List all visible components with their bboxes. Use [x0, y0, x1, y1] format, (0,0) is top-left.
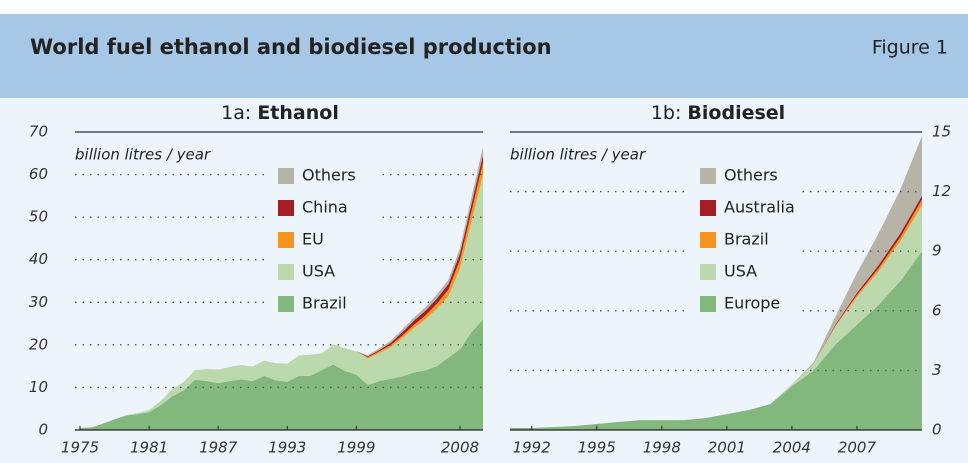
x-tick-label: 2004 — [773, 439, 811, 457]
legend-swatch — [278, 232, 294, 248]
x-tick-label: 1981 — [130, 439, 168, 457]
y-tick-label: 6 — [932, 301, 942, 319]
x-tick-label: 1987 — [199, 439, 238, 457]
y-tick-label: 70 — [29, 123, 48, 141]
x-tick-label: 1998 — [643, 439, 681, 457]
x-tick-label: 1992 — [513, 439, 551, 457]
legend-swatch — [700, 168, 716, 184]
legend-label: Europe — [724, 294, 780, 313]
y-tick-label: 0 — [38, 421, 48, 439]
legend-swatch — [278, 168, 294, 184]
legend-swatch — [278, 264, 294, 280]
panel-title: 1a: Ethanol — [221, 102, 339, 124]
legend-swatch — [278, 296, 294, 312]
y-tick-label: 60 — [29, 165, 48, 183]
x-tick-label: 1993 — [268, 439, 306, 457]
panel-number: 1b: — [651, 102, 682, 124]
x-tick-label: 2008 — [441, 439, 479, 457]
legend-swatch — [700, 296, 716, 312]
legend-label: China — [302, 198, 348, 217]
y-tick-label: 12 — [932, 182, 951, 200]
area — [80, 174, 483, 428]
y-axis-label: billion litres / year — [75, 146, 211, 164]
legend-label: Others — [724, 166, 778, 185]
x-tick-label: 2007 — [838, 439, 877, 457]
x-tick-label: 1999 — [337, 439, 375, 457]
legend-label: EU — [302, 230, 324, 249]
figure-title: World fuel ethanol and biodiesel product… — [30, 35, 552, 59]
y-tick-label: 10 — [29, 378, 48, 396]
y-tick-label: 20 — [29, 335, 48, 353]
area — [510, 251, 922, 430]
x-tick-label: 1995 — [578, 439, 616, 457]
y-tick-label: 15 — [932, 123, 951, 141]
legend-swatch — [700, 264, 716, 280]
legend-label: Brazil — [724, 230, 769, 249]
y-tick-label: 50 — [29, 208, 48, 226]
y-tick-label: 9 — [932, 242, 942, 260]
panel-number: 1a: — [221, 102, 251, 124]
legend-label: Others — [302, 166, 356, 185]
legend-label: USA — [724, 262, 757, 281]
area — [80, 319, 483, 430]
x-tick-label: 1975 — [61, 439, 99, 457]
legend-label: USA — [302, 262, 335, 281]
panel-name: Biodiesel — [687, 102, 785, 124]
legend-swatch — [278, 200, 294, 216]
y-axis-label: billion litres / year — [510, 146, 646, 164]
legend-label: Brazil — [302, 294, 347, 313]
y-tick-label: 0 — [932, 421, 942, 439]
panel-title: 1b: Biodiesel — [651, 102, 785, 124]
y-tick-label: 3 — [932, 361, 942, 379]
y-tick-label: 30 — [29, 293, 48, 311]
panel-name: Ethanol — [257, 102, 339, 124]
y-tick-label: 40 — [29, 250, 48, 268]
x-tick-label: 2001 — [708, 439, 746, 457]
legend-swatch — [700, 200, 716, 216]
legend-label: Australia — [724, 198, 795, 217]
header-band — [0, 14, 968, 98]
figure-number: Figure 1 — [872, 37, 948, 59]
legend-swatch — [700, 232, 716, 248]
